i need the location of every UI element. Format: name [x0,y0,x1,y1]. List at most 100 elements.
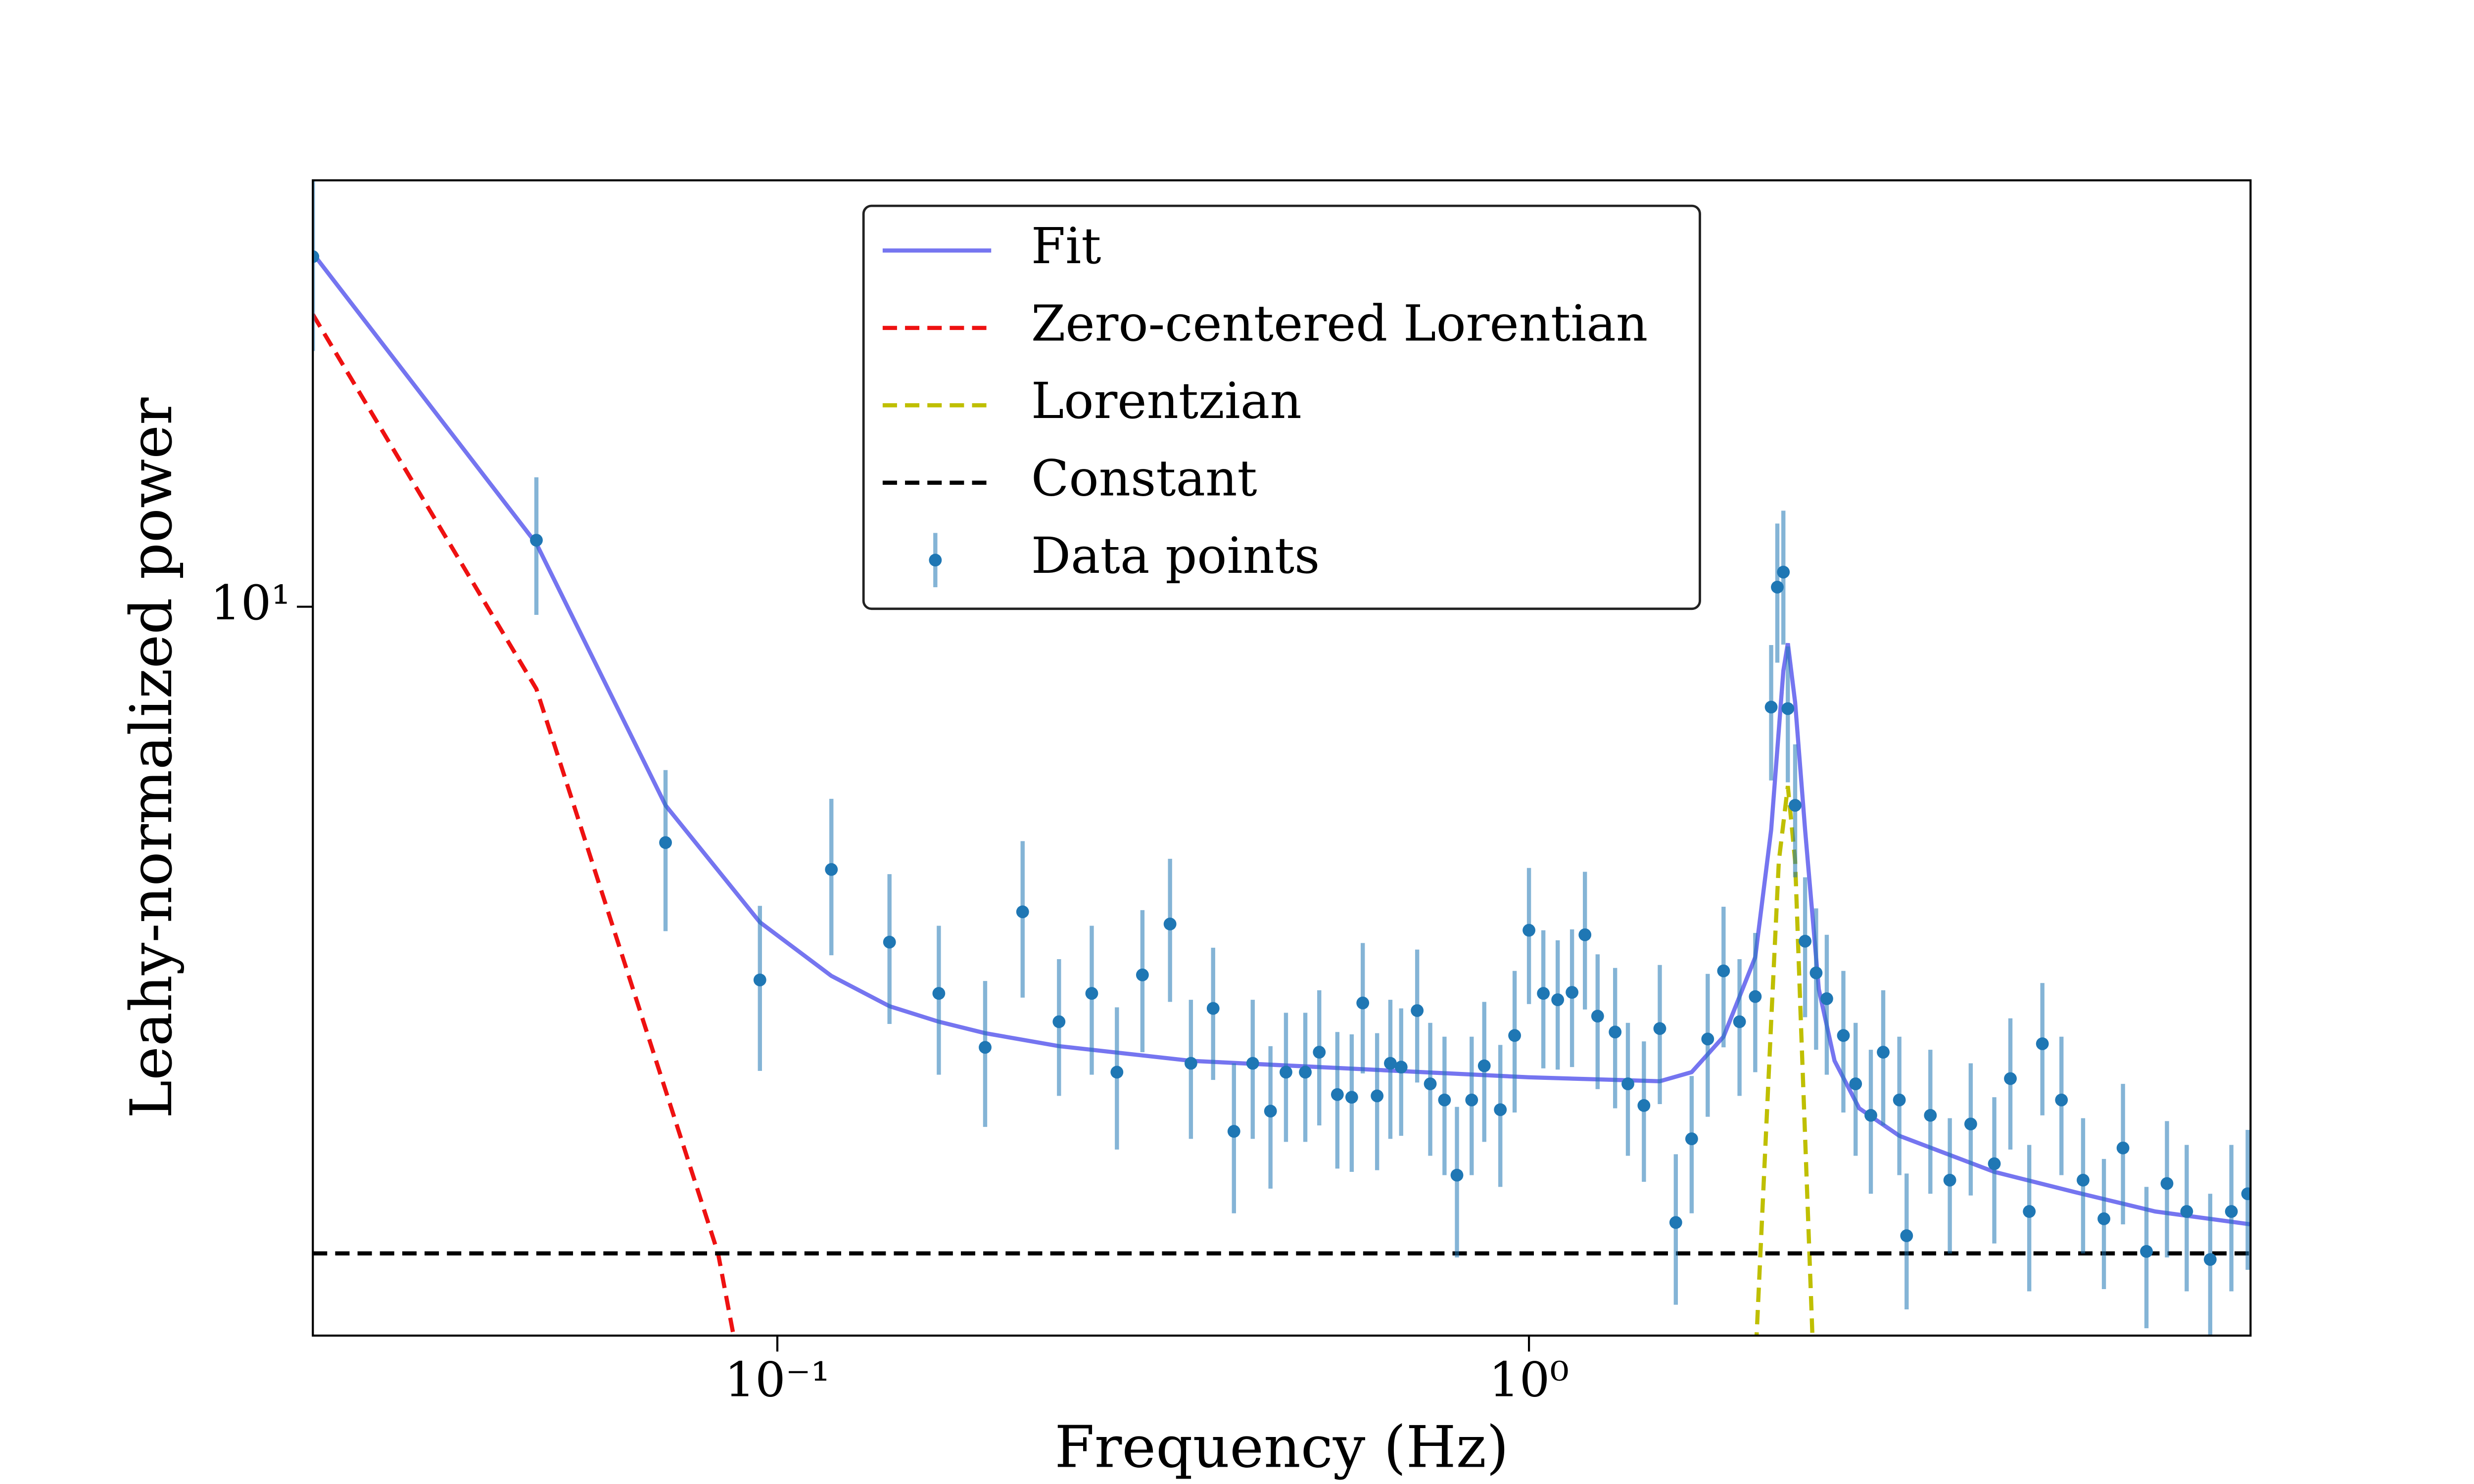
data-point [1508,1029,1521,1042]
x-tick-label: 10⁻¹ [725,1351,830,1407]
data-point [932,987,946,1000]
legend-label: Fit [1031,217,1101,275]
data-point [1964,1117,1977,1131]
data-point [1789,799,1802,812]
data-point [1900,1229,1913,1242]
data-point [1465,1093,1478,1107]
legend-label: Lorentzian [1031,372,1302,430]
data-point [2203,1253,2217,1266]
axes: 10⁻¹ 10⁰ 10¹ [210,575,1569,1407]
data-point [2225,1205,2238,1218]
data-point [2097,1212,2110,1225]
data-point [1206,1002,1220,1015]
data-point [1085,987,1098,1000]
data-point [1777,565,1790,579]
data-point [1653,1022,1666,1035]
data-point [1988,1157,2001,1170]
data-point [1384,1057,1397,1070]
data-point [2140,1245,2153,1258]
data-point [1494,1103,1507,1116]
data-point [1227,1125,1240,1138]
data-point [1820,992,1833,1005]
data-point [1849,1077,1862,1090]
data-point [1749,990,1762,1003]
data-point [2160,1177,2174,1190]
data-point [530,534,543,547]
y-tick-label: 10¹ [210,575,290,631]
data-point [1424,1077,1437,1090]
legend: Fit Zero-centered Lorentian Lorentzian Cons… [862,204,1701,610]
data-point [1450,1168,1464,1182]
data-point [1837,1029,1850,1042]
data-point [1477,1059,1491,1072]
data-point [1537,987,1550,1000]
data-point [1246,1057,1259,1070]
data-point [2023,1205,2036,1218]
data-point [1685,1132,1698,1146]
x-tick-label: 10⁰ [1489,1351,1569,1407]
legend-label: Data points [1031,527,1320,585]
data-point [1052,1015,1066,1028]
data-point [1771,581,1784,594]
data-point [1566,986,1579,999]
data-point [1717,964,1730,977]
data-point [1110,1066,1124,1079]
plot-area [313,180,2251,1336]
data-point [2241,1187,2251,1201]
data-point [313,250,320,263]
legend-label: Constant [1031,449,1257,507]
data-point [1864,1109,1877,1122]
data-point [1809,966,1823,979]
data-point [1345,1091,1358,1104]
data-point [1356,996,1370,1010]
data-point [2036,1037,2049,1050]
data-point [1136,968,1149,981]
data-point [1591,1010,1604,1023]
x-axis-label: Frequency (Hz) [1054,1414,1509,1481]
data-point [2180,1205,2193,1218]
data-point [1280,1066,1292,1079]
data-point [1551,993,1565,1006]
legend-sample [929,554,942,567]
data-point [1924,1109,1937,1122]
data-point [1877,1046,1890,1059]
data-point [883,935,896,949]
data-point [1578,928,1592,941]
model-line [313,313,736,1336]
data-point [1733,1015,1746,1028]
data-point [1701,1032,1714,1046]
data-point [825,863,838,876]
data-point [1609,1025,1622,1039]
data-point [2055,1093,2068,1107]
data-point [2077,1173,2090,1187]
data-point [1016,905,1029,919]
y-axis-label: Leahy-normalized power [118,397,185,1118]
data-point [659,836,672,849]
plot-frame [312,179,2252,1337]
data-point [979,1041,992,1054]
data-point [1669,1216,1682,1229]
data-point [1799,934,1812,948]
data-point [1637,1099,1651,1112]
data-point [1411,1004,1424,1017]
data-point [2116,1141,2130,1155]
data-point [1394,1061,1408,1074]
data-point [753,974,766,986]
data-point [1299,1066,1312,1079]
data-point [1264,1105,1277,1118]
data-point [1781,702,1795,715]
data-point [1893,1093,1906,1107]
data-point [1438,1093,1451,1107]
legend-label: Zero-centered Lorentian [1031,294,1648,352]
data-point [1522,924,1535,937]
model-line [1754,786,1815,1336]
data-point [1621,1077,1634,1090]
data-point [2004,1072,2017,1085]
data-point [1313,1046,1326,1059]
data-point [1184,1057,1197,1070]
data-point [1371,1089,1384,1103]
legend-box [862,204,1701,610]
data-point [1943,1173,1956,1187]
